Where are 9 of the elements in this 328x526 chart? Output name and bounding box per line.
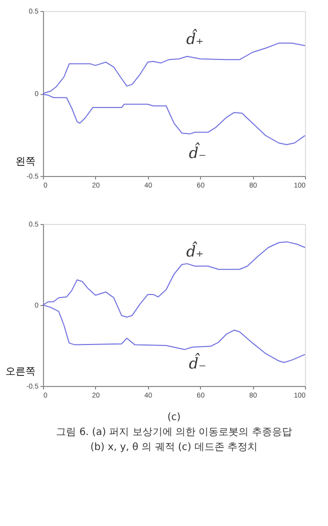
caption: 그림 6. (a) 퍼지 보상기에 의한 이동로봇의 추종응답 [56, 427, 292, 438]
text: (b) x, y, θ 의 궤적 (c) 데드존 추정치 [90, 442, 258, 453]
annotation: d̂₊ [186, 241, 204, 261]
annotation: d̂₋ [188, 353, 206, 372]
annotation: d̂₋ [188, 142, 206, 162]
text: (c) [167, 412, 181, 423]
y-axis-title: 왼쪽 [16, 156, 36, 168]
y-axis-title: 오른쪽 [6, 366, 36, 378]
annotation: d̂₊ [186, 28, 204, 48]
